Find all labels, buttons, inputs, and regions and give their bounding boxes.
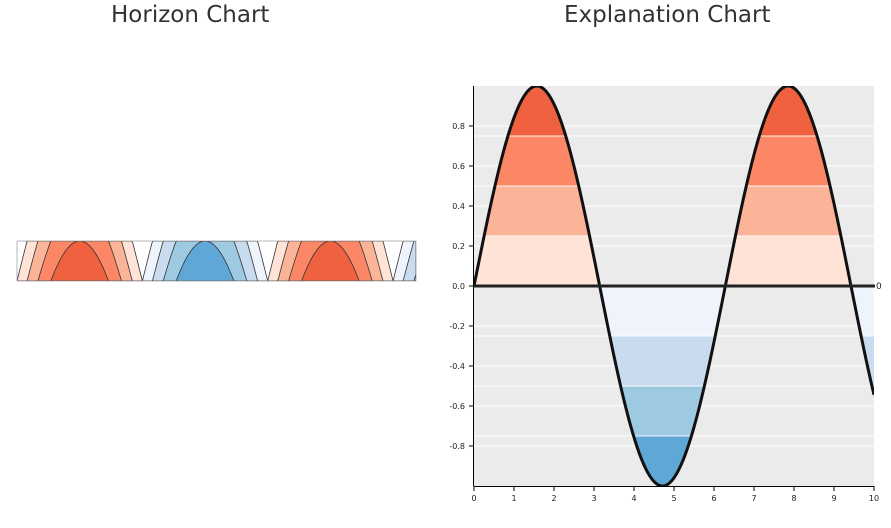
x-tick-label: 0 bbox=[471, 494, 476, 503]
horizon-bands bbox=[17, 241, 416, 281]
y-tick-label: -0.4 bbox=[449, 362, 465, 371]
band-layer bbox=[474, 86, 874, 486]
x-tick-label: 8 bbox=[791, 494, 796, 503]
horizon-border bbox=[16, 240, 417, 282]
y-tick-label: 0.2 bbox=[452, 242, 465, 251]
x-tick-label: 1 bbox=[511, 494, 516, 503]
explanation-chart-title: Explanation Chart bbox=[564, 2, 771, 28]
x-tick-label: 10 bbox=[869, 494, 879, 503]
x-tick-label: 6 bbox=[711, 494, 716, 503]
horizon-negative-layer-4 bbox=[17, 241, 416, 281]
y-tick-label: -0.2 bbox=[449, 322, 465, 331]
horizon-chart bbox=[16, 240, 417, 282]
negative-band-2 bbox=[474, 336, 874, 386]
negative-band-1 bbox=[474, 286, 874, 336]
x-tick-label: 2 bbox=[551, 494, 556, 503]
negative-band-4 bbox=[474, 436, 874, 486]
x-tick-label: 4 bbox=[631, 494, 636, 503]
x-tick-label: 5 bbox=[671, 494, 676, 503]
x-tick-label: 7 bbox=[751, 494, 756, 503]
negative-band-3 bbox=[474, 386, 874, 436]
y-tick-label: -0.6 bbox=[449, 402, 465, 411]
explanation-chart: 0 0.8 0.6 0.4 0.2 0.0 -0.2 -0.4 -0.6 -0.8 0 1 2 3 4 5 6 7… bbox=[449, 86, 882, 503]
positive-band-3 bbox=[474, 136, 874, 186]
y-tick-label: 0.6 bbox=[452, 162, 465, 171]
y-tick-label: 0.4 bbox=[452, 202, 465, 211]
series-line bbox=[474, 86, 874, 486]
positive-band-1 bbox=[474, 236, 874, 286]
zero-line-label: 0 bbox=[876, 282, 882, 292]
x-tick-label: 9 bbox=[831, 494, 836, 503]
y-tick-label: -0.8 bbox=[449, 442, 465, 451]
horizon-positive-layer-4 bbox=[17, 241, 416, 281]
positive-band-2 bbox=[474, 186, 874, 236]
y-tick-label: 0.0 bbox=[452, 282, 465, 291]
y-tick-label: 0.8 bbox=[452, 122, 465, 131]
x-tick-label: 3 bbox=[591, 494, 596, 503]
horizon-chart-title: Horizon Chart bbox=[111, 2, 270, 28]
